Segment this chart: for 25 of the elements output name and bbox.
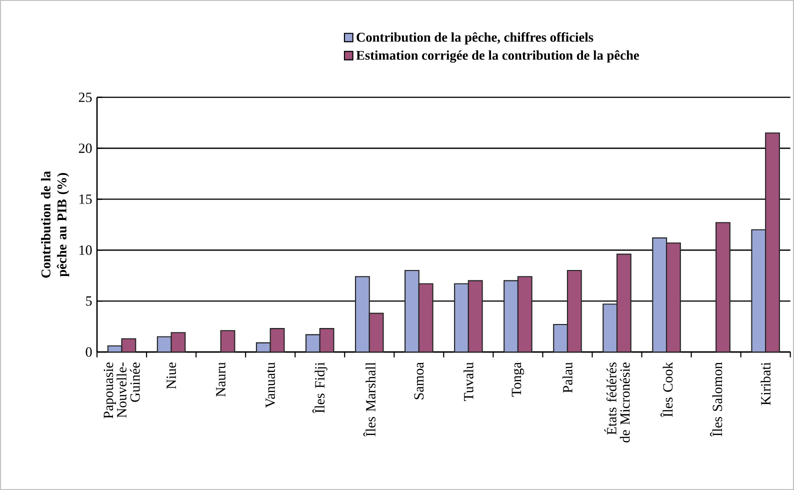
y-tick-label: 10	[80, 245, 92, 255]
x-tick-label: Îles Marshall	[363, 362, 376, 437]
x-tick-label: Papouasie Nouvelle-Guinée	[104, 362, 140, 418]
x-tick-label: Tuvalu	[464, 362, 474, 401]
bar	[716, 222, 730, 353]
x-tick-label: Vanuatu	[266, 362, 276, 408]
x-tick-label: Tonga	[512, 362, 524, 397]
x-tick-label: Niue	[166, 362, 176, 389]
x-tick-label: Nauru	[216, 362, 226, 397]
y-tick-label: 15	[80, 194, 92, 204]
y-tick-label: 5	[86, 296, 92, 306]
y-tick-label: 0	[86, 347, 92, 357]
x-tick-label: États fédérés de Micronésie	[604, 362, 630, 442]
x-tick-label: Îles Cook	[660, 362, 673, 418]
y-tick-label: 25	[78, 92, 92, 102]
x-tick-label: Îles Fidji	[312, 362, 328, 414]
legend-label: Contribution de la pêche, chiffres officiels	[356, 32, 594, 44]
legend-label: Estimation corrigée de la contribution de la pêche	[356, 50, 639, 63]
x-tick-label: Palau	[562, 362, 572, 393]
x-tick-label: Kiribati	[760, 362, 771, 406]
y-axis-title: Contribution de la pêche au PIB (%)	[41, 171, 70, 278]
x-tick-label: Îles Salomon	[710, 362, 722, 437]
x-tick-label: Samoa	[414, 362, 424, 400]
bar	[220, 330, 236, 353]
y-tick-label: 20	[78, 144, 92, 154]
